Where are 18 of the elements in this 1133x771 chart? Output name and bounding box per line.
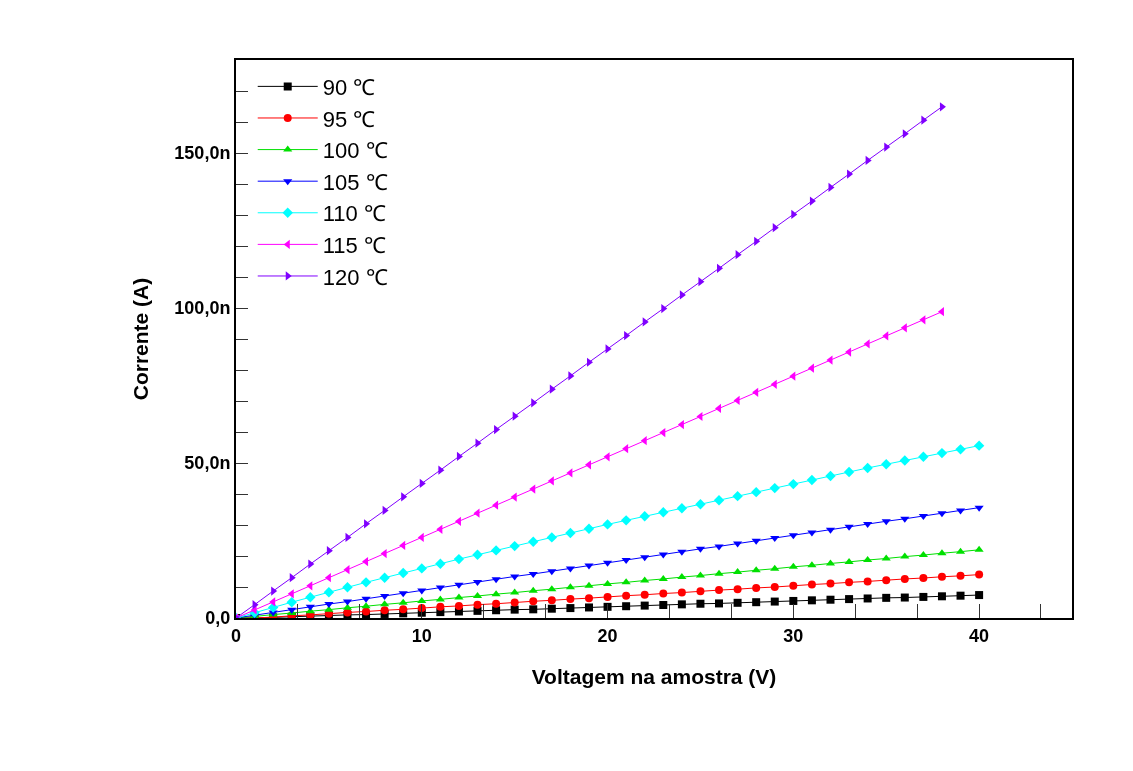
y-tick-label: 0,0 (205, 608, 231, 629)
y-tick-label: 50,0n (184, 453, 231, 474)
x-tick-label: 30 (783, 625, 804, 646)
x-tick-label: 0 (230, 625, 242, 646)
legend-label: 120 ℃ (322, 264, 388, 290)
legend-label: 100 ℃ (322, 138, 388, 164)
x-tick-label: 10 (411, 625, 432, 646)
x-axis-title: Voltagem na amostra (V) (531, 665, 777, 689)
legend-label: 115 ℃ (322, 232, 386, 258)
legend-label: 90 ℃ (322, 74, 376, 100)
y-tick-label: 100,0n (174, 298, 231, 319)
x-tick-label: 40 (969, 625, 990, 646)
x-tick-label: 20 (597, 625, 618, 646)
legend-label: 105 ℃ (322, 169, 388, 195)
y-axis-title: Corrente (A) (129, 277, 152, 401)
legend-label: 95 ℃ (322, 106, 376, 132)
legend-label: 110 ℃ (322, 201, 386, 227)
y-tick-label: 150,0n (174, 143, 231, 164)
